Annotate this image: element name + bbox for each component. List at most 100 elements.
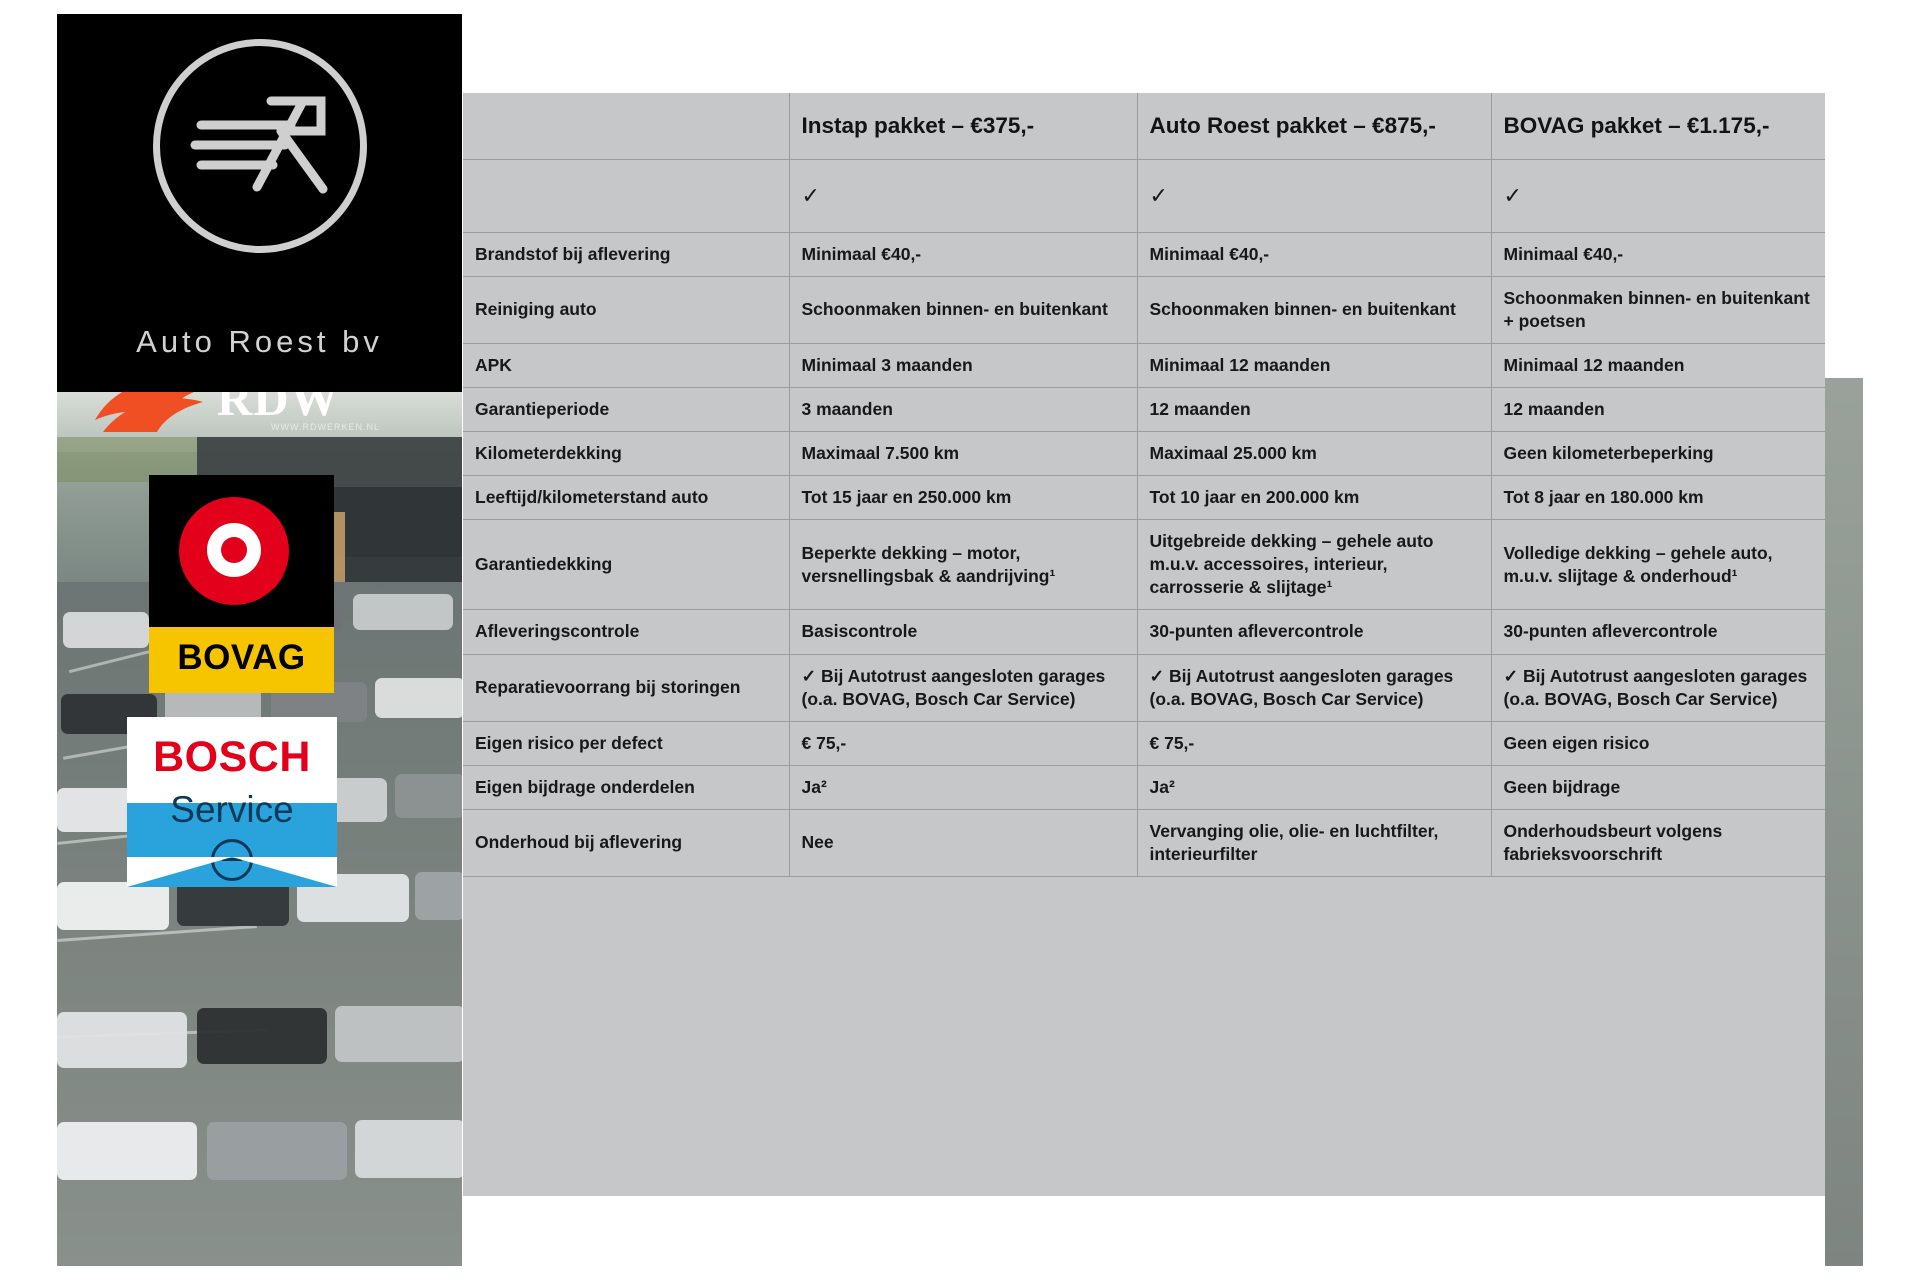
column-header-auto-roest: Auto Roest pakket – €875,-	[1137, 93, 1492, 160]
table-row: Reparatievoorrang bij storingen ✓ Bij Au…	[463, 654, 1825, 722]
page-margin-top	[0, 0, 1920, 14]
row-value-bovag: 12 maanden	[1491, 387, 1825, 432]
row-value-instap: Beperkte dekking – motor, versnellingsba…	[789, 519, 1138, 611]
car	[353, 594, 453, 630]
bosch-service-logo: BOSCH Service	[127, 717, 337, 887]
check-icon-auto-roest: ✓	[1137, 159, 1492, 233]
page-margin-right	[1863, 0, 1920, 1280]
car	[207, 1122, 347, 1180]
row-label: Reparatievoorrang bij storingen	[463, 654, 790, 722]
bosch-label: BOSCH	[153, 733, 311, 781]
row-value-instap: Basiscontrole	[789, 609, 1138, 655]
dealership-photo: RDW WWW.RDWERKEN.NL BOVAG BOSCH Service	[57, 392, 462, 1266]
page-margin-left	[0, 0, 57, 1280]
table-bottom-edge	[463, 1178, 1825, 1196]
package-comparison-table: Instap pakket – €375,- Auto Roest pakket…	[463, 93, 1825, 878]
row-value-auto-roest: Ja²	[1137, 765, 1492, 810]
bovag-logo-top	[149, 475, 334, 627]
bosch-triangle	[127, 857, 337, 887]
bovag-logo: BOVAG	[149, 475, 334, 693]
car	[375, 678, 462, 718]
car	[395, 774, 462, 818]
logo-ring-icon	[153, 39, 367, 253]
row-value-auto-roest: 12 maanden	[1137, 387, 1492, 432]
row-value-bovag: Geen bijdrage	[1491, 765, 1825, 810]
row-value-instap: Minimaal €40,-	[789, 232, 1138, 277]
bovag-label: BOVAG	[177, 638, 306, 677]
table-row: Brandstof bij aflevering Minimaal €40,- …	[463, 232, 1825, 277]
car	[355, 1120, 462, 1178]
row-value-instap: 3 maanden	[789, 387, 1138, 432]
row-label: Garantieperiode	[463, 387, 790, 432]
brand-column: Auto Roest bv	[57, 14, 462, 1266]
row-value-instap: ✓ Bij Autotrust aangesloten garages (o.a…	[789, 654, 1138, 722]
car	[197, 1008, 327, 1064]
row-label: Kilometerdekking	[463, 431, 790, 477]
row-label: Afleveringscontrole	[463, 609, 790, 655]
row-value-auto-roest: Tot 10 jaar en 200.000 km	[1137, 475, 1492, 521]
row-value-bovag: Geen eigen risico	[1491, 721, 1825, 766]
table-row: Eigen bijdrage onderdelen Ja² Ja² Geen b…	[463, 765, 1825, 810]
row-value-instap: Minimaal 3 maanden	[789, 343, 1138, 388]
page-margin-bottom	[0, 1266, 1920, 1280]
row-value-instap: Maximaal 7.500 km	[789, 431, 1138, 477]
check-icon-bovag: ✓	[1491, 159, 1825, 233]
car	[335, 1006, 462, 1062]
row-value-bovag: Minimaal 12 maanden	[1491, 343, 1825, 388]
row-value-auto-roest: 30-punten aflevercontrole	[1137, 609, 1492, 655]
row-value-instap: € 75,-	[789, 721, 1138, 766]
table-row: Garantieperiode 3 maanden 12 maanden 12 …	[463, 387, 1825, 432]
auto-roest-logo-icon	[190, 96, 328, 194]
row-value-bovag: Volledige dekking – gehele auto, m.u.v. …	[1491, 519, 1825, 611]
rdw-label: RDW	[217, 392, 340, 426]
table-row: APK Minimaal 3 maanden Minimaal 12 maand…	[463, 343, 1825, 388]
car	[63, 612, 149, 648]
row-value-auto-roest: Vervanging olie, olie- en luchtfilter, i…	[1137, 809, 1492, 878]
row-value-instap: Nee	[789, 809, 1138, 878]
rdw-bird-icon	[95, 392, 203, 432]
row-value-auto-roest: ✓ Bij Autotrust aangesloten garages (o.a…	[1137, 654, 1492, 722]
bovag-dot-icon	[221, 537, 247, 563]
table-row: Garantiedekking Beperkte dekking – motor…	[463, 519, 1825, 611]
row-value-instap: Ja²	[789, 765, 1138, 810]
table-row: Onderhoud bij aflevering Nee Vervanging …	[463, 809, 1825, 878]
row-value-instap: Tot 15 jaar en 250.000 km	[789, 475, 1138, 521]
company-name: Auto Roest bv	[136, 324, 383, 359]
row-label: Eigen risico per defect	[463, 721, 790, 766]
row-value-bovag: Onderhoudsbeurt volgens fabrieksvoorschr…	[1491, 809, 1825, 878]
table-row: Leeftijd/kilometerstand auto Tot 15 jaar…	[463, 475, 1825, 521]
row-value-bovag: Minimaal €40,-	[1491, 232, 1825, 277]
table-row: Afleveringscontrole Basiscontrole 30-pun…	[463, 609, 1825, 655]
row-value-instap: Schoonmaken binnen- en buitenkant	[789, 276, 1138, 344]
row-label: Leeftijd/kilometerstand auto	[463, 475, 790, 521]
row-label: Reiniging auto	[463, 276, 790, 344]
column-header-instap: Instap pakket – €375,-	[789, 93, 1138, 160]
row-label: Onderhoud bij aflevering	[463, 809, 790, 878]
bosch-service-label: Service	[170, 789, 294, 830]
row-value-auto-roest: Maximaal 25.000 km	[1137, 431, 1492, 477]
row-value-bovag: Schoonmaken binnen- en buitenkant + poet…	[1491, 276, 1825, 344]
table-header-row: Instap pakket – €375,- Auto Roest pakket…	[463, 93, 1825, 160]
car	[57, 1012, 187, 1068]
car	[57, 882, 169, 930]
row-value-bovag: ✓ Bij Autotrust aangesloten garages (o.a…	[1491, 654, 1825, 722]
bovag-bar	[149, 627, 334, 693]
car	[57, 1122, 197, 1180]
rdw-sublabel: WWW.RDWERKEN.NL	[271, 422, 380, 432]
row-value-auto-roest: Uitgebreide dekking – gehele auto m.u.v.…	[1137, 519, 1492, 611]
row-value-auto-roest: € 75,-	[1137, 721, 1492, 766]
check-row-label	[463, 159, 790, 233]
table-row: Reiniging auto Schoonmaken binnen- en bu…	[463, 276, 1825, 344]
row-value-auto-roest: Schoonmaken binnen- en buitenkant	[1137, 276, 1492, 344]
table-row: Eigen risico per defect € 75,- € 75,- Ge…	[463, 721, 1825, 766]
car	[415, 872, 462, 920]
row-label: Brandstof bij aflevering	[463, 232, 790, 277]
row-label: Eigen bijdrage onderdelen	[463, 765, 790, 810]
check-icon-instap: ✓	[789, 159, 1138, 233]
row-value-bovag: 30-punten aflevercontrole	[1491, 609, 1825, 655]
column-header-bovag: BOVAG pakket – €1.175,-	[1491, 93, 1825, 160]
row-label: Garantiedekking	[463, 519, 790, 611]
warranty-package-table: Instap pakket – €375,- Auto Roest pakket…	[463, 93, 1825, 1196]
table-row: Kilometerdekking Maximaal 7.500 km Maxim…	[463, 431, 1825, 477]
